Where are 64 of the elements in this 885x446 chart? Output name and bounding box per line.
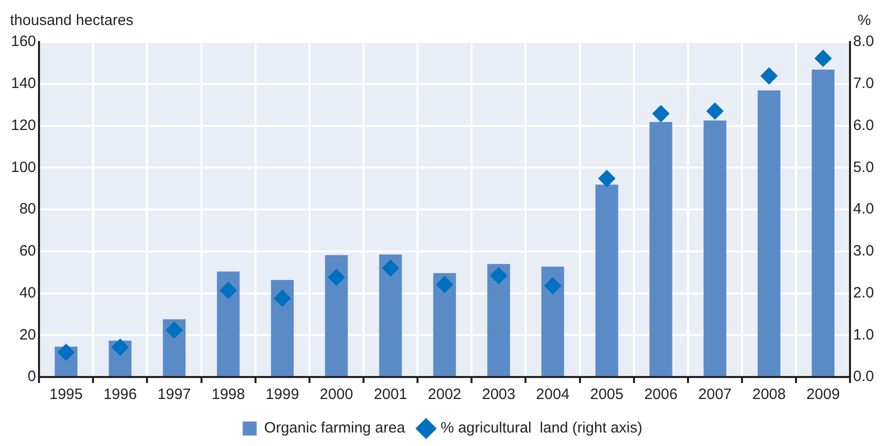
bar [650, 122, 672, 376]
legend-label: Organic farming area [264, 420, 406, 437]
bar [758, 90, 780, 376]
point [382, 260, 400, 277]
bar [216, 271, 240, 376]
y-tick-label: 40 [19, 284, 36, 302]
x-tick-label: 2003 [482, 386, 516, 404]
x-tick-label: 2006 [644, 386, 678, 404]
point [544, 277, 562, 294]
y-tick-label: 0 [28, 368, 36, 386]
point [436, 276, 454, 293]
x-tick-label: 2004 [536, 386, 570, 404]
x-tick-label: 2009 [806, 386, 840, 404]
y-tick-label: 120 [10, 116, 36, 134]
point [112, 338, 129, 356]
x-tick-label: 1997 [158, 386, 191, 404]
x-tick-label: 2007 [698, 386, 732, 404]
legend-label: % agricultural land (right axis) [440, 420, 642, 437]
x-tick-label: 2000 [320, 386, 354, 404]
y2-tick-label: 2.0 [853, 284, 874, 302]
y2-axis-title: % [858, 12, 871, 29]
bar [325, 255, 348, 376]
point [220, 282, 237, 299]
x-tick-label: 1995 [49, 386, 83, 404]
bar [487, 264, 510, 376]
y-tick-label: 140 [10, 75, 36, 92]
y-tick-label: 20 [19, 326, 36, 344]
x-tick-label: 1999 [266, 386, 300, 404]
y-tick-label: 100 [10, 158, 36, 176]
y2-tick-label: 5.0 [853, 158, 874, 176]
point [274, 290, 291, 307]
point [760, 67, 778, 84]
y2-tick-label: 1.0 [853, 326, 874, 344]
y-tick-label: 60 [19, 242, 36, 260]
point [652, 105, 670, 122]
point [598, 170, 616, 188]
y-tick-label: 80 [19, 200, 36, 218]
y2-tick-label: 0.0 [853, 368, 874, 386]
bar [379, 254, 402, 376]
point [490, 267, 508, 284]
bar [812, 70, 834, 376]
x-tick-label: 2008 [752, 386, 786, 404]
x-tick-label: 1996 [103, 386, 137, 404]
bar [271, 280, 294, 376]
point [166, 322, 183, 339]
bar [704, 120, 726, 376]
x-tick-label: 2002 [428, 386, 462, 404]
y2-tick-label: 6.0 [853, 116, 874, 134]
y-tick-label: 160 [10, 33, 36, 50]
x-tick-label: 2005 [590, 386, 624, 404]
point [328, 268, 345, 286]
x-tick-label: 2001 [374, 386, 408, 404]
bar [433, 273, 456, 376]
point [58, 344, 75, 361]
y2-tick-label: 7.0 [853, 75, 874, 92]
bar [595, 184, 618, 376]
y2-tick-label: 3.0 [853, 242, 874, 260]
y-axis-title: thousand hectares [10, 12, 134, 29]
point [814, 50, 832, 67]
x-tick-label: 1998 [212, 386, 245, 404]
y2-tick-label: 8.0 [853, 33, 874, 50]
y2-tick-label: 4.0 [853, 200, 874, 218]
point [706, 102, 724, 120]
bar [541, 266, 564, 376]
